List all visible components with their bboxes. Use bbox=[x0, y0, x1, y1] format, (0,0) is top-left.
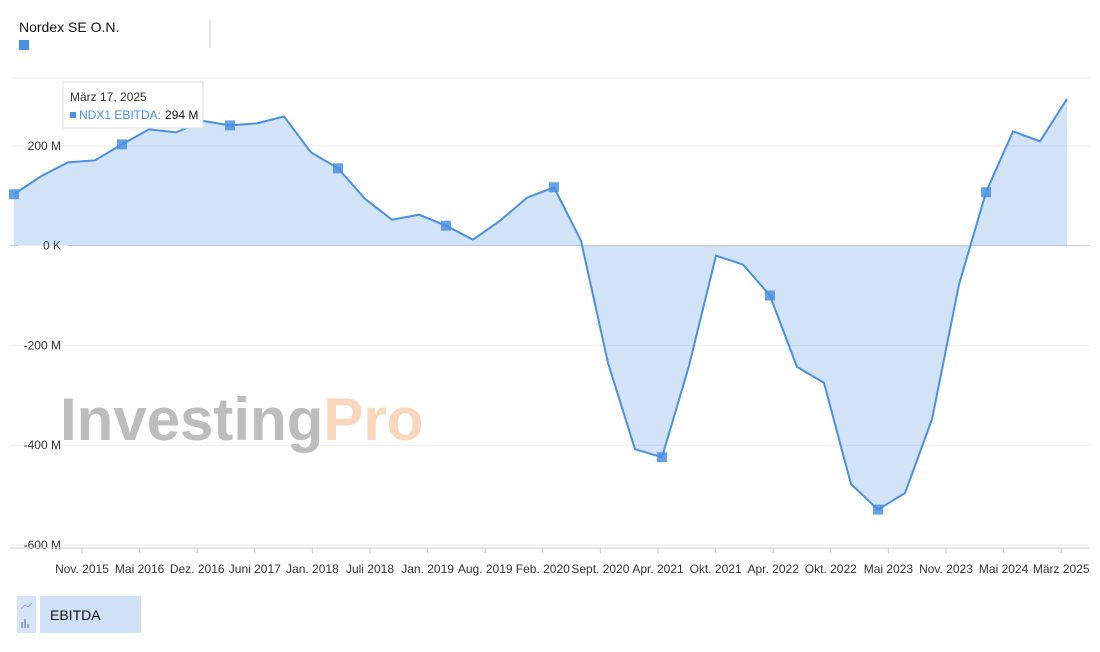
watermark-suffix: Pro bbox=[323, 386, 423, 453]
x-tick-label: Jan. 2018 bbox=[286, 562, 339, 576]
tooltip: März 17, 2025 NDX1 EBITDA: 294 M bbox=[62, 81, 204, 129]
zero-label-bg bbox=[18, 237, 68, 254]
tooltip-swatch bbox=[70, 112, 76, 118]
plot-background: 200 M 0 K -200 M -400 M -600 M Nov. 2015 Mai 2… bbox=[10, 77, 1090, 576]
x-tick-label: Sept. 2020 bbox=[571, 562, 629, 576]
marker bbox=[117, 139, 127, 150]
x-tick-label: Juli 2018 bbox=[346, 562, 394, 576]
metric-button[interactable] bbox=[40, 596, 141, 633]
tooltip-value: 294 M bbox=[165, 108, 198, 122]
y-tick-label: -600 M bbox=[24, 538, 61, 552]
tooltip-label: NDX1 EBITDA: bbox=[79, 108, 161, 122]
marker bbox=[657, 452, 667, 463]
x-tick-label: Mai 2023 bbox=[864, 562, 914, 576]
legend-swatch bbox=[19, 40, 29, 50]
x-tick-label: Apr. 2022 bbox=[748, 562, 800, 576]
x-tick-label: Apr. 2021 bbox=[632, 562, 684, 576]
x-tick-label: Nov. 2015 bbox=[55, 562, 109, 576]
x-tick-label: Mai 2024 bbox=[979, 562, 1029, 576]
marker bbox=[549, 182, 559, 193]
marker bbox=[441, 220, 451, 231]
area bbox=[14, 98, 1067, 510]
marker bbox=[873, 504, 883, 515]
watermark-brand: Investing bbox=[60, 386, 323, 453]
marker bbox=[225, 120, 235, 131]
toggle-box[interactable] bbox=[17, 596, 36, 633]
x-tick-label: Jan. 2019 bbox=[401, 562, 454, 576]
x-tick-label: Juni 2017 bbox=[229, 562, 281, 576]
y-tick-label: 0 K bbox=[43, 239, 61, 253]
tooltip-box bbox=[62, 81, 204, 129]
marker bbox=[981, 187, 991, 198]
x-tick-label: Nov. 2023 bbox=[919, 562, 973, 576]
tooltip-text: NDX1 EBITDA: 294 M bbox=[79, 108, 198, 122]
x-tick-label: Dez. 2016 bbox=[170, 562, 225, 576]
legend-label: Nordex SE O.N. bbox=[19, 19, 119, 35]
x-tick-label: Feb. 2020 bbox=[516, 562, 570, 576]
chart-type-toggle[interactable] bbox=[17, 596, 36, 633]
metric-button-label[interactable]: EBITDA bbox=[50, 607, 101, 623]
line-icon[interactable] bbox=[20, 602, 33, 610]
x-tick-label: Okt. 2021 bbox=[690, 562, 742, 576]
marker bbox=[333, 163, 343, 174]
y-tick-label: -400 M bbox=[24, 438, 61, 452]
x-tick-label: Mai 2016 bbox=[115, 562, 165, 576]
tooltip-title: März 17, 2025 bbox=[70, 90, 147, 104]
y-tick-label: 200 M bbox=[28, 139, 61, 153]
bar-icon[interactable] bbox=[21, 619, 29, 628]
x-tick-label: Aug. 2019 bbox=[458, 562, 513, 576]
marker bbox=[765, 290, 775, 301]
y-tick-label: -200 M bbox=[24, 338, 61, 352]
marker bbox=[9, 189, 19, 200]
watermark: InvestingPro bbox=[60, 386, 423, 453]
x-tick-label: März 2025 bbox=[1033, 562, 1090, 576]
x-tick-label: Okt. 2022 bbox=[805, 562, 857, 576]
